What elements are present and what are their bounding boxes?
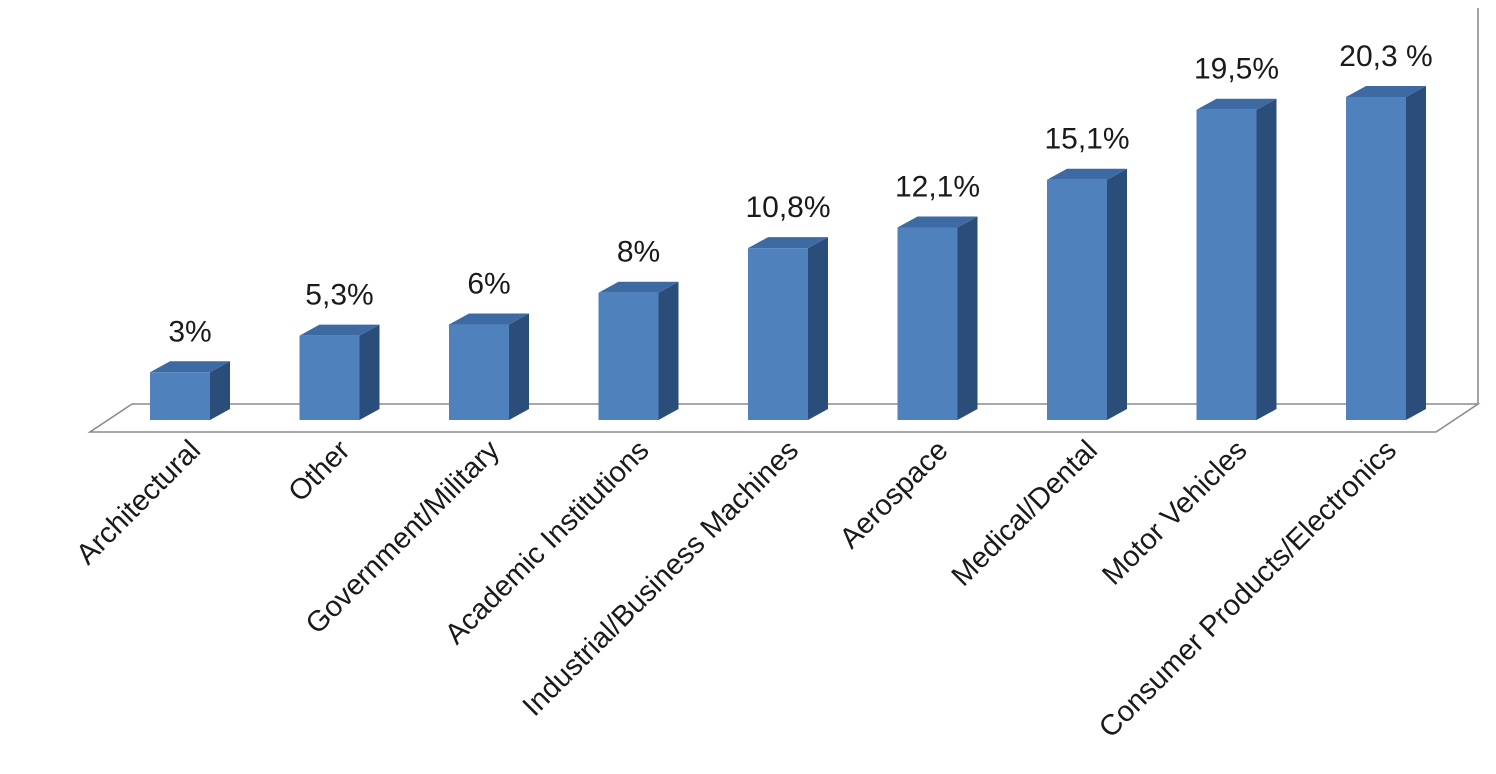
bar-industrial-business-machines [748, 237, 828, 420]
bar-side-industrial-business-machines [808, 237, 828, 420]
bar-top-consumer-products-electronics [1346, 86, 1426, 97]
bar-front-medical-dental [1047, 179, 1107, 420]
bar-side-architectural [210, 361, 230, 420]
bar-medical-dental [1047, 168, 1127, 420]
bar-top-architectural [150, 361, 230, 373]
bar-motor-vehicles [1196, 98, 1277, 420]
data-labels: 3% 5,3% 6% 8% 10,8% 12,1% 15,1% 19,5% 20,3 % [168, 40, 1432, 348]
bar-side-aerospace [957, 216, 978, 420]
data-label-academic-institutions: 8% [617, 236, 660, 269]
bar-side-motor-vehicles [1256, 98, 1277, 420]
bar-front-architectural [150, 372, 210, 420]
bars [150, 86, 1426, 420]
bar-top-industrial-business-machines [748, 237, 828, 249]
bar-top-medical-dental [1047, 168, 1127, 180]
bar-side-consumer-products-electronics [1406, 86, 1426, 420]
bar-side-academic-institutions [658, 281, 679, 420]
tick-label-architectural: Architectural [70, 434, 207, 571]
bar-academic-institutions [598, 281, 679, 420]
bar-front-academic-institutions [598, 292, 659, 420]
bar-front-motor-vehicles [1196, 109, 1257, 420]
data-label-industrial-business-machines: 10,8% [745, 191, 830, 224]
bar-top-other [299, 324, 380, 336]
data-label-other: 5,3% [305, 279, 373, 312]
bar-architectural [150, 361, 230, 420]
data-label-architectural: 3% [168, 315, 211, 348]
bar-side-other [359, 324, 380, 420]
bar-front-consumer-products-electronics [1346, 97, 1406, 420]
bar-top-government-military [449, 313, 529, 325]
bar-front-aerospace [897, 227, 958, 420]
tick-label-other: Other [283, 434, 357, 508]
bar-government-military [449, 313, 529, 420]
bar-aerospace [897, 216, 978, 420]
tick-label-consumer-products-electronics: Consumer Products/Electronics [1093, 434, 1403, 744]
bar-side-medical-dental [1107, 168, 1127, 420]
bar-top-aerospace [897, 216, 978, 228]
bar-front-other [299, 335, 360, 420]
data-label-government-military: 6% [467, 268, 510, 301]
tick-label-industrial-business-machines: Industrial/Business Machines [517, 434, 805, 722]
bar-other [299, 324, 380, 420]
tick-label-motor-vehicles: Motor Vehicles [1096, 434, 1253, 591]
bar-front-industrial-business-machines [748, 248, 808, 420]
bar-side-government-military [509, 313, 529, 420]
data-label-consumer-products-electronics: 20,3 % [1339, 40, 1432, 73]
bar-top-motor-vehicles [1196, 98, 1277, 110]
data-label-aerospace: 12,1% [895, 170, 980, 203]
data-label-motor-vehicles: 19,5% [1194, 53, 1279, 86]
bar-top-academic-institutions [598, 281, 679, 293]
tick-label-medical-dental: Medical/Dental [946, 434, 1104, 592]
bar-front-government-military [449, 324, 509, 420]
data-label-medical-dental: 15,1% [1044, 123, 1129, 156]
tick-label-aerospace: Aerospace [834, 434, 955, 555]
category-tick-labels: Architectural OtherGovernment/MilitaryAca… [70, 434, 1403, 744]
bar-consumer-products-electronics [1346, 86, 1426, 420]
